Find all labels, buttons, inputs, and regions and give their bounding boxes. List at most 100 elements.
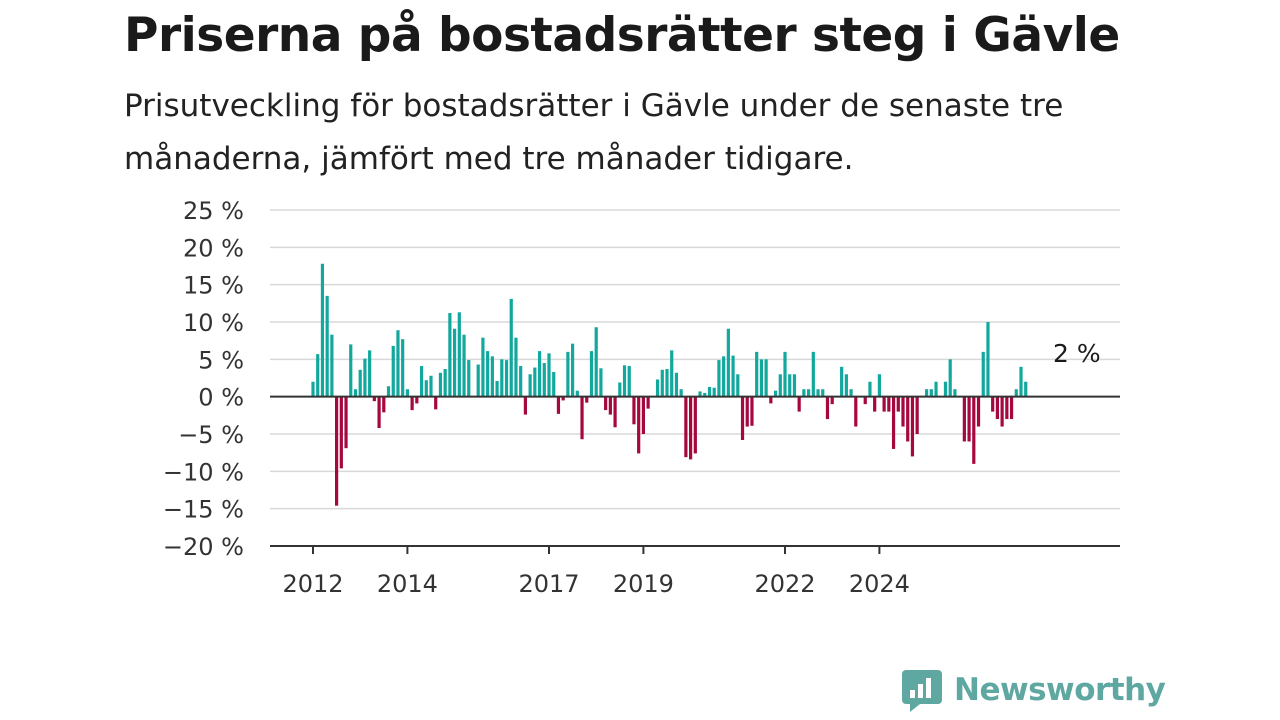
bar bbox=[632, 396, 636, 425]
bar bbox=[320, 263, 325, 397]
bar bbox=[967, 396, 971, 442]
bar bbox=[887, 396, 891, 412]
chart-subtitle: Prisutveckling för bostadsrätter i Gävle… bbox=[124, 88, 1064, 177]
newsworthy-logo-icon bbox=[902, 670, 942, 712]
bar bbox=[316, 354, 320, 397]
bar bbox=[457, 312, 461, 397]
bar bbox=[1024, 381, 1028, 397]
bar bbox=[311, 381, 315, 397]
bar bbox=[854, 396, 858, 427]
bar bbox=[679, 389, 683, 397]
bar bbox=[448, 313, 452, 397]
bar bbox=[622, 365, 627, 397]
bar bbox=[349, 344, 353, 397]
bar bbox=[788, 374, 792, 397]
axes bbox=[270, 395, 1120, 547]
bar bbox=[571, 343, 575, 397]
chart-title: Priserna på bostadsrätter steg i Gävle bbox=[124, 8, 1120, 63]
bar bbox=[816, 389, 820, 397]
bar bbox=[396, 330, 400, 397]
bar bbox=[915, 396, 919, 434]
bar bbox=[443, 369, 447, 397]
bar bbox=[943, 381, 948, 397]
bar bbox=[353, 389, 358, 397]
x-tick-label: 2017 bbox=[518, 570, 579, 598]
bar bbox=[528, 374, 532, 397]
bar bbox=[731, 355, 735, 397]
bar bbox=[934, 381, 938, 397]
bar bbox=[424, 380, 428, 397]
bar bbox=[604, 396, 608, 411]
y-tick-label: 25 % bbox=[183, 197, 244, 225]
x-tick-label: 2012 bbox=[282, 570, 343, 598]
bar bbox=[490, 356, 494, 397]
bar bbox=[1005, 396, 1009, 420]
bar bbox=[637, 396, 641, 454]
y-tick-label: 20 % bbox=[183, 234, 244, 262]
bar bbox=[377, 396, 381, 429]
bar bbox=[759, 359, 763, 397]
y-tick-label: 0 % bbox=[198, 384, 244, 412]
bar bbox=[1014, 389, 1018, 397]
bar bbox=[783, 351, 787, 397]
annotations: 2 % bbox=[1053, 339, 1101, 368]
bar bbox=[467, 360, 471, 397]
bar bbox=[981, 351, 985, 397]
bar bbox=[896, 396, 900, 412]
bar bbox=[821, 389, 825, 397]
y-tick-label: −15 % bbox=[163, 496, 244, 524]
bar bbox=[660, 369, 664, 397]
bar bbox=[566, 351, 570, 397]
bar bbox=[707, 386, 712, 397]
bar bbox=[745, 396, 749, 427]
bars bbox=[311, 263, 1028, 506]
bar bbox=[533, 367, 537, 397]
bar bbox=[372, 396, 376, 402]
bar bbox=[901, 396, 905, 427]
y-tick-label: −20 % bbox=[163, 533, 244, 561]
bar bbox=[523, 396, 527, 415]
bar bbox=[495, 380, 499, 397]
bar bbox=[925, 389, 929, 397]
y-tick-label: −10 % bbox=[163, 458, 244, 486]
bar bbox=[514, 337, 518, 397]
bar bbox=[1019, 366, 1023, 397]
bar bbox=[764, 359, 768, 397]
bar bbox=[976, 396, 981, 427]
bar bbox=[580, 396, 584, 440]
bar bbox=[844, 374, 848, 397]
bar bbox=[693, 396, 697, 454]
bar bbox=[419, 366, 424, 397]
bar bbox=[655, 379, 660, 397]
bar bbox=[873, 396, 877, 412]
bar bbox=[415, 396, 419, 404]
bar bbox=[962, 396, 966, 442]
bar bbox=[500, 359, 504, 397]
bar bbox=[330, 334, 334, 397]
bar bbox=[712, 387, 716, 397]
bar bbox=[504, 360, 509, 397]
bar bbox=[722, 356, 726, 397]
bar bbox=[556, 396, 561, 414]
bar bbox=[339, 396, 343, 469]
y-tick-label: 10 % bbox=[183, 309, 244, 337]
bar bbox=[665, 369, 669, 397]
bar bbox=[599, 368, 603, 397]
bar bbox=[1009, 396, 1014, 420]
bar bbox=[740, 396, 745, 440]
bar bbox=[608, 396, 612, 415]
bar bbox=[519, 366, 523, 397]
bar bbox=[736, 374, 740, 397]
bar bbox=[405, 389, 409, 397]
bar bbox=[1000, 396, 1004, 427]
bar bbox=[792, 374, 797, 397]
bar bbox=[778, 374, 782, 397]
bar bbox=[849, 389, 853, 397]
bar bbox=[698, 391, 702, 397]
bar bbox=[542, 363, 546, 397]
bar bbox=[986, 322, 990, 397]
y-tick-label: 15 % bbox=[183, 272, 244, 300]
bar bbox=[646, 396, 650, 409]
bar bbox=[929, 389, 933, 397]
gridlines bbox=[270, 209, 1120, 510]
